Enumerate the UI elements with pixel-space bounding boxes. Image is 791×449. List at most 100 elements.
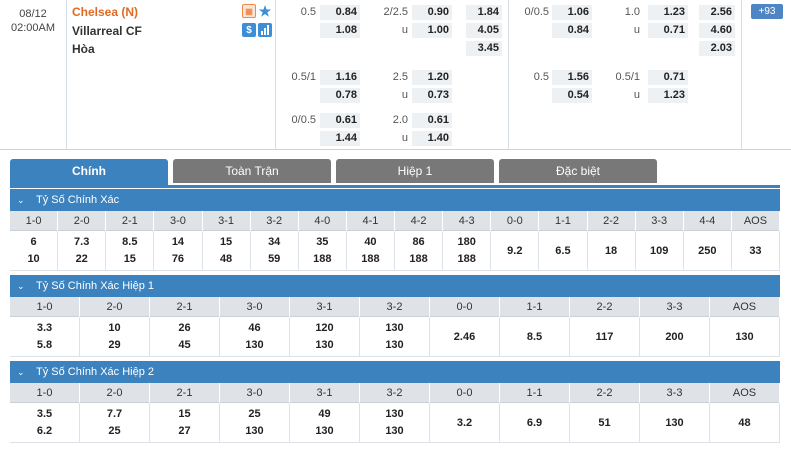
h1-1x2-draw[interactable]: 2.03: [699, 41, 735, 56]
score-odds-row: 3.3 5.8 10 29 26 45 46 130 120 130 130 130 2.46 8.5 11…: [10, 317, 780, 357]
score-odds-cell[interactable]: 130 130: [360, 317, 430, 357]
ft-hdp-home-odds[interactable]: 1.16: [320, 70, 360, 85]
score-header-cell: 4-0: [299, 211, 347, 231]
h1-1x2-home[interactable]: 2.56: [699, 5, 735, 20]
score-odds-cell[interactable]: 130: [640, 403, 710, 443]
ft-ou-over-odds[interactable]: 0.61: [412, 113, 452, 128]
section-header[interactable]: ⌄ Tỷ Số Chính Xác Hiệp 2: [10, 361, 780, 383]
score-odds-cell[interactable]: 130 130: [360, 403, 430, 443]
score-odds-cell[interactable]: 6 10: [10, 231, 59, 271]
ft-hdp-away-odds[interactable]: 1.44: [320, 131, 360, 146]
score-odds-cell[interactable]: 200: [640, 317, 710, 357]
score-odds-cell[interactable]: 2.46: [430, 317, 500, 357]
score-odds-value: 40: [364, 236, 377, 248]
score-odds-cell[interactable]: 109: [636, 231, 684, 271]
score-odds-cell[interactable]: 25 130: [220, 403, 290, 443]
more-markets-button[interactable]: +93: [751, 4, 783, 19]
ft-ou-under-label: u: [401, 24, 408, 36]
ft-hdp-home-odds[interactable]: 0.61: [320, 113, 360, 128]
h1-hdp-home-odds[interactable]: 1.06: [552, 5, 592, 20]
market-tabs: Chính Toàn Trận Hiệp 1 Đặc biệt: [10, 159, 780, 185]
tab-special[interactable]: Đặc biệt: [499, 159, 657, 183]
tab-main[interactable]: Chính: [10, 159, 168, 185]
score-odds-cell[interactable]: 3.5 6.2: [10, 403, 80, 443]
score-header-row: 1-0 2-0 2-1 3-0 3-1 3-2 0-0 1-1 2-2 3-3 AOS: [10, 383, 780, 403]
h1-ou-over-odds[interactable]: 1.23: [648, 5, 688, 20]
score-header-cell: 1-1: [500, 383, 570, 403]
score-odds-cell[interactable]: 15 27: [150, 403, 220, 443]
live-icon[interactable]: ▦: [242, 4, 256, 18]
score-odds-cell[interactable]: 33: [732, 231, 780, 271]
score-odds-cell[interactable]: 6.9: [500, 403, 570, 443]
h1-hdp-home-odds[interactable]: 1.56: [552, 70, 592, 85]
away-team-name[interactable]: Villarreal CF: [72, 24, 142, 38]
collapse-caret-icon[interactable]: ⌄: [17, 195, 25, 205]
score-odds-cell[interactable]: 35 188: [299, 231, 347, 271]
score-odds-value: 26: [178, 322, 191, 334]
home-team-name[interactable]: Chelsea (N): [72, 5, 139, 19]
score-odds-cell[interactable]: 26 45: [150, 317, 220, 357]
ft-ou-under-odds[interactable]: 0.73: [412, 88, 452, 103]
score-header-cell: 4-2: [395, 211, 444, 231]
ft-1x2-away[interactable]: 4.05: [466, 23, 502, 38]
score-odds-cell[interactable]: 51: [570, 403, 640, 443]
match-date: 08/12: [19, 8, 47, 20]
score-odds-value: 130: [385, 425, 404, 437]
score-odds-cell[interactable]: 40 188: [347, 231, 395, 271]
ft-ou-over-odds[interactable]: 1.20: [412, 70, 452, 85]
h1-ou-over-odds[interactable]: 0.71: [648, 70, 688, 85]
score-odds-cell[interactable]: 8.5 15: [106, 231, 155, 271]
score-odds-cell[interactable]: 117: [570, 317, 640, 357]
score-odds-cell[interactable]: 18: [588, 231, 636, 271]
h1-hdp-away-odds[interactable]: 0.54: [552, 88, 592, 103]
score-header-cell: 1-0: [10, 383, 80, 403]
h1-ou-under-odds[interactable]: 0.71: [648, 23, 688, 38]
score-odds-cell[interactable]: 250: [684, 231, 732, 271]
score-odds-value: 130: [385, 339, 404, 351]
h1-1x2-away[interactable]: 4.60: [699, 23, 735, 38]
ft-ou-over-odds[interactable]: 0.90: [412, 5, 452, 20]
tab-full-match[interactable]: Toàn Trận: [173, 159, 331, 183]
ft-1x2-home[interactable]: 1.84: [466, 5, 502, 20]
ft-hdp-away-odds[interactable]: 0.78: [320, 88, 360, 103]
ft-hdp-away-odds[interactable]: 1.08: [320, 23, 360, 38]
score-odds-cell[interactable]: 86 188: [395, 231, 444, 271]
ft-ou-under-odds[interactable]: 1.00: [412, 23, 452, 38]
tab-first-half[interactable]: Hiệp 1: [336, 159, 494, 183]
score-odds-cell[interactable]: 7.7 25: [80, 403, 150, 443]
score-header-cell: 4-1: [347, 211, 395, 231]
score-odds-value: 8.5: [122, 236, 138, 248]
score-odds-cell[interactable]: 15 48: [203, 231, 251, 271]
star-icon[interactable]: ★: [258, 2, 272, 19]
ft-hdp-home-odds[interactable]: 0.84: [320, 5, 360, 20]
divider: [741, 0, 742, 150]
h1-ou-under-odds[interactable]: 1.23: [648, 88, 688, 103]
ft-1x2-draw[interactable]: 3.45: [466, 41, 502, 56]
dollar-icon[interactable]: $: [242, 23, 256, 37]
score-odds-cell[interactable]: 46 130: [220, 317, 290, 357]
score-odds-cell[interactable]: 10 29: [80, 317, 150, 357]
section-header[interactable]: ⌄ Tỷ Số Chính Xác: [10, 189, 780, 211]
score-odds-cell[interactable]: 180 188: [443, 231, 492, 271]
score-odds-cell[interactable]: 9.2: [491, 231, 540, 271]
score-odds-cell[interactable]: 8.5: [500, 317, 570, 357]
score-odds-value: 180: [457, 236, 476, 248]
score-odds-cell[interactable]: 3.3 5.8: [10, 317, 80, 357]
h1-ou-under-label: u: [633, 24, 640, 36]
score-odds-cell[interactable]: 14 76: [154, 231, 203, 271]
score-odds-cell[interactable]: 49 130: [290, 403, 360, 443]
score-odds-cell[interactable]: 120 130: [290, 317, 360, 357]
section-header[interactable]: ⌄ Tỷ Số Chính Xác Hiệp 1: [10, 275, 780, 297]
stats-icon[interactable]: [258, 23, 272, 37]
ft-ou-under-odds[interactable]: 1.40: [412, 131, 452, 146]
score-odds-cell[interactable]: 3.2: [430, 403, 500, 443]
score-odds-cell[interactable]: 6.5: [539, 231, 588, 271]
score-odds-cell[interactable]: 7.3 22: [58, 231, 107, 271]
collapse-caret-icon[interactable]: ⌄: [17, 281, 25, 291]
h1-hdp-away-odds[interactable]: 0.84: [552, 23, 592, 38]
score-odds-cell[interactable]: 34 59: [251, 231, 299, 271]
score-header-cell: 4-3: [443, 211, 492, 231]
score-odds-cell[interactable]: 130: [710, 317, 780, 357]
collapse-caret-icon[interactable]: ⌄: [17, 367, 25, 377]
score-odds-cell[interactable]: 48: [710, 403, 780, 443]
